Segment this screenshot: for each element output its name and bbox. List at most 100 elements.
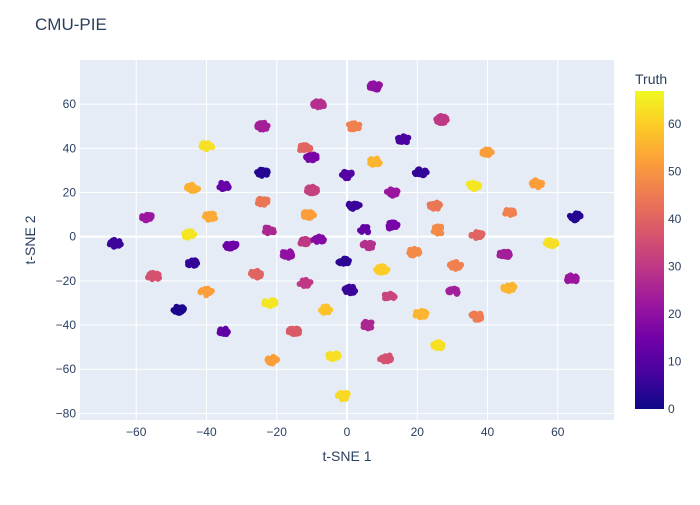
colorbar-tick-label: 10 [668,355,682,369]
data-point [233,242,240,249]
data-point [436,119,443,126]
data-point [198,143,205,150]
cluster [198,140,216,153]
data-point [200,287,207,294]
data-point [416,249,423,256]
data-point [117,241,124,248]
cluster [264,353,281,367]
y-tick-label: 0 [69,230,76,244]
cluster [170,303,187,316]
cluster [181,228,198,241]
cluster [216,325,231,338]
cluster [468,310,485,323]
cluster [430,339,446,352]
data-point [310,236,317,243]
cluster [310,98,327,111]
cluster [564,272,580,285]
data-point [364,229,371,236]
data-point [149,276,156,283]
cluster [297,236,314,248]
data-point [469,312,476,319]
cluster [338,168,355,182]
cluster [446,259,465,272]
data-point [299,277,306,284]
data-point [391,219,398,226]
cluster [222,240,240,252]
data-point [535,183,542,190]
data-point [262,298,268,305]
cluster [261,297,279,310]
data-point [330,356,336,363]
data-point [434,203,441,210]
data-point [453,286,460,293]
data-point [174,304,180,311]
y-tick-label: −80 [56,406,77,420]
colorbar-tick-label: 40 [668,212,682,226]
cluster [334,390,351,403]
data-point [254,274,261,281]
colorbar-gradient [635,91,664,409]
data-point [297,240,304,247]
data-point [472,182,479,189]
data-point [510,208,517,215]
data-point [317,236,324,243]
data-point [270,353,277,360]
cluster [197,285,215,299]
x-tick-label: 60 [551,425,565,439]
cluster [412,307,430,321]
data-point [422,167,429,174]
cluster [479,146,495,159]
data-point [267,360,274,367]
data-point [434,227,441,234]
cluster [185,257,201,269]
data-point [423,310,430,316]
cluster [381,290,398,302]
data-point [504,251,511,258]
data-point [542,240,549,247]
y-tick-label: −20 [56,274,77,288]
data-point [311,99,318,106]
data-point [261,201,268,208]
data-point [382,353,389,360]
data-point [210,211,217,218]
x-tick-label: 40 [481,425,495,439]
data-point [361,224,368,231]
data-point [467,182,474,189]
data-point [550,242,557,249]
data-point [370,81,377,88]
data-point [255,123,262,130]
cluster [285,325,303,337]
data-point [286,251,293,258]
data-point [413,170,420,177]
cluster [406,245,423,259]
cluster [216,179,232,193]
cluster [395,133,412,146]
colorbar-tick-label: 60 [668,117,682,131]
data-point [324,309,331,316]
cluster [502,207,518,218]
data-point [250,272,256,279]
cluster [359,239,376,252]
data-point [351,200,358,207]
data-point [255,197,262,204]
data-points [106,80,584,403]
data-point [415,309,422,316]
cluster [366,80,383,93]
cluster [296,277,314,289]
data-point [188,185,195,191]
x-tick-label: −40 [196,425,217,439]
grid [80,60,614,420]
data-point [287,325,294,332]
data-point [190,261,197,268]
data-point [438,340,445,347]
cluster [357,224,372,236]
data-point [509,285,516,292]
y-tick-label: 20 [63,186,77,200]
data-point [155,271,162,278]
data-point [205,212,212,219]
data-point [502,284,509,291]
data-point [205,287,212,294]
y-tick-label: −60 [56,362,77,376]
data-point [356,121,363,128]
